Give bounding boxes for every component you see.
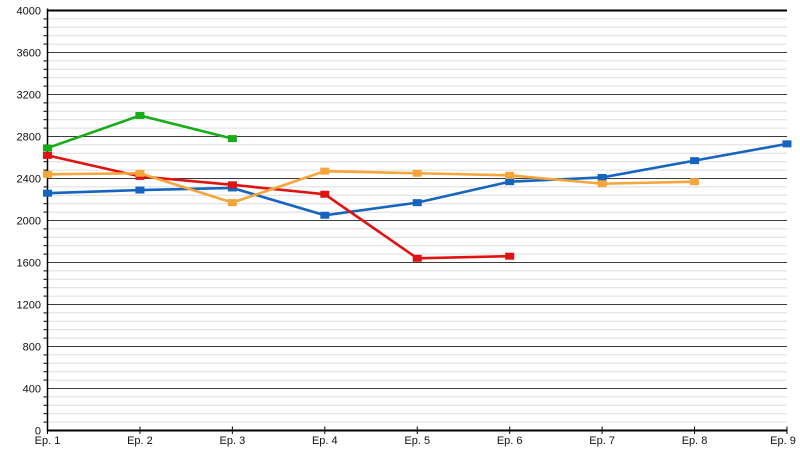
series-orange-marker-7 xyxy=(597,180,607,188)
series-blue-marker-5 xyxy=(412,199,422,207)
x-axis-tick-label: Ep. 3 xyxy=(220,435,246,447)
y-axis-tick-label: 1600 xyxy=(17,258,41,270)
series-red-marker-1 xyxy=(43,151,52,159)
y-axis-tick-label: 400 xyxy=(23,384,41,396)
series-green-marker-2 xyxy=(135,112,145,119)
y-axis-tick-label: 800 xyxy=(23,342,41,354)
x-axis-tick-label: Ep. 8 xyxy=(682,435,708,447)
y-axis-tick-label: 0 xyxy=(35,426,41,438)
series-red-marker-3 xyxy=(227,181,237,189)
series-orange-marker-6 xyxy=(505,171,515,179)
series-orange-marker-8 xyxy=(690,178,700,186)
x-axis-tick-label: Ep. 5 xyxy=(404,435,430,447)
series-blue-marker-6 xyxy=(505,178,515,186)
y-axis-tick-label: 3600 xyxy=(17,48,41,60)
y-axis-tick-label: 2800 xyxy=(17,132,41,144)
series-blue-marker-4 xyxy=(320,211,330,219)
series-blue-marker-7 xyxy=(597,173,607,181)
series-blue-marker-9 xyxy=(782,140,792,148)
x-axis-tick-label: Ep. 9 xyxy=(770,435,796,447)
x-axis-tick-label: Ep. 1 xyxy=(35,435,61,447)
y-axis-tick-label: 2000 xyxy=(17,216,41,228)
series-blue-marker-8 xyxy=(690,157,700,165)
series-orange-marker-3 xyxy=(227,199,237,207)
x-axis-tick-label: Ep. 4 xyxy=(312,435,338,447)
series-orange-line xyxy=(47,169,695,205)
x-axis-tick-label: Ep. 2 xyxy=(127,435,153,447)
x-axis-tick-label: Ep. 6 xyxy=(497,435,523,447)
series-blue-marker-2 xyxy=(135,186,145,194)
series-orange-marker-5 xyxy=(412,169,422,177)
series-red-marker-6 xyxy=(505,252,515,260)
series-orange-marker-1 xyxy=(43,170,52,178)
series-orange-marker-4 xyxy=(320,167,330,175)
y-axis-tick-label: 2400 xyxy=(17,174,41,186)
y-axis-tick-label: 3200 xyxy=(17,90,41,102)
series-green-marker-1 xyxy=(43,144,52,152)
y-axis-tick-label: 4000 xyxy=(17,6,41,18)
y-axis-tick-label: 1200 xyxy=(17,300,41,312)
series-orange-marker-2 xyxy=(135,169,145,177)
series-red-marker-4 xyxy=(320,190,330,198)
series-red-line xyxy=(47,154,510,260)
series-red-marker-5 xyxy=(412,254,422,262)
x-axis-tick-label: Ep. 7 xyxy=(589,435,615,447)
series-blue-marker-1 xyxy=(43,189,52,197)
series-green-line xyxy=(47,114,233,150)
series-green-marker-3 xyxy=(227,135,237,143)
